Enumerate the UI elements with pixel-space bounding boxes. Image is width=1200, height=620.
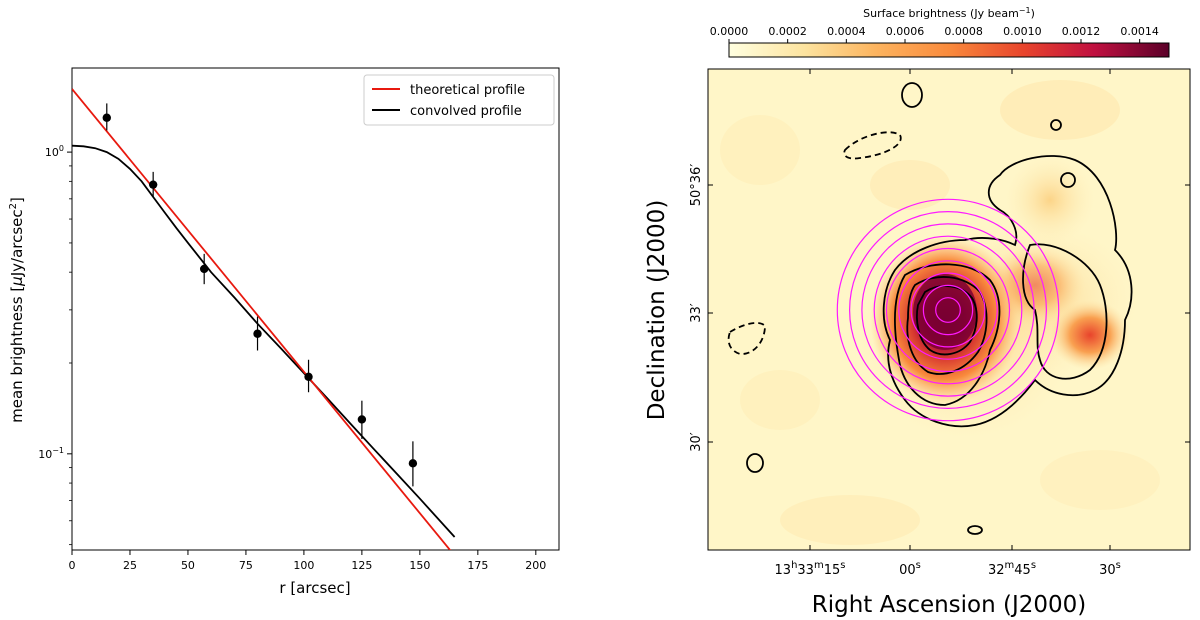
annulus-ring	[861, 223, 1035, 397]
profile-legend: theoretical profile convolved profile	[363, 74, 555, 126]
ra-tick-4: 30s	[1099, 560, 1121, 578]
colorbar-tick-label: 0.0000	[710, 25, 749, 38]
annulus-ring	[898, 260, 998, 360]
profile-points	[102, 103, 418, 487]
map-image	[720, 80, 1160, 545]
x-tick-label: 125	[351, 559, 372, 572]
ra-tick-3: 32m45s	[988, 560, 1036, 578]
colorbar-ticks: 0.0000 0.0002 0.0004 0.0006 0.0008 0.0010 0.00…	[710, 25, 1159, 43]
colorbar-tick-label: 0.0010	[1003, 25, 1042, 38]
map-y-label: Declination (J2000)	[644, 200, 670, 421]
profile-axis-ticks: 0 25 50 75 100 125 150 175 200 10−1 100	[38, 144, 546, 572]
annulus-ring	[873, 235, 1023, 385]
y-tick-label: 10−1	[38, 446, 64, 461]
contour-small-ne	[1060, 172, 1076, 188]
radio-map: 0.0000 0.0002 0.0004 0.0006 0.0008 0.0010 0.00…	[644, 6, 1191, 618]
annulus-ring	[848, 211, 1047, 410]
contour-negative-2	[727, 321, 766, 355]
x-tick-label: 25	[123, 559, 137, 572]
legend-label-convolved: convolved profile	[410, 104, 522, 119]
colorbar-tick-label: 0.0006	[886, 25, 925, 38]
data-point	[102, 113, 111, 122]
annulus-ring	[836, 198, 1060, 422]
contour-negative-1	[843, 131, 902, 160]
contour-inner	[906, 276, 988, 375]
data-point	[304, 372, 313, 382]
data-point	[199, 264, 209, 274]
colorbar-tick-label: 0.0008	[944, 25, 983, 38]
contour-small-sw	[746, 453, 764, 473]
ra-tick-2: 00s	[899, 560, 921, 578]
annulus-ring	[922, 284, 974, 336]
profile-x-label: r [arcsec]	[279, 579, 350, 597]
profile-plot-frame	[71, 67, 560, 551]
series-line	[72, 88, 452, 550]
x-tick-label: 75	[239, 559, 253, 572]
y-tick-label: 100	[45, 144, 64, 159]
map-frame	[707, 68, 1191, 551]
x-tick-label: 50	[181, 559, 195, 572]
profile-y-label: mean brightness [μJy/arcsec2]	[8, 197, 26, 423]
annulus-ring	[885, 247, 1011, 373]
ra-tick-1: 13h33m15s	[775, 560, 846, 578]
colorbar-label: Surface brightness (Jy beam−1)	[863, 6, 1035, 20]
dec-tick-2: 33′	[689, 303, 704, 323]
dec-tick-1: 50°36′	[689, 164, 704, 207]
annulus-ring	[910, 272, 986, 348]
colorbar	[728, 42, 1170, 58]
annulus-ring	[935, 297, 961, 323]
colorbar-tick-label: 0.0014	[1120, 25, 1159, 38]
legend-box	[363, 74, 555, 126]
data-point	[148, 180, 158, 189]
annuli	[836, 198, 1060, 422]
data-point	[357, 415, 367, 424]
ra-tick-marks	[708, 69, 1190, 550]
x-tick-label: 150	[409, 559, 430, 572]
contour-small-north	[901, 82, 923, 108]
dec-tick-3: 30′	[689, 432, 704, 452]
colorbar-tick-label: 0.0004	[827, 25, 866, 38]
colorbar-tick-label: 0.0012	[1062, 25, 1101, 38]
x-tick-label: 200	[525, 559, 546, 572]
x-tick-label: 100	[293, 559, 314, 572]
profile-plot: 0 25 50 75 100 125 150 175 200 10−1 100 theoretica…	[8, 67, 560, 597]
contour-small-ne2	[1050, 119, 1062, 131]
contour-small-south	[967, 525, 983, 535]
x-tick-label: 175	[467, 559, 488, 572]
data-point	[253, 329, 262, 338]
legend-label-theoretical: theoretical profile	[410, 83, 525, 98]
map-x-label: Right Ascension (J2000)	[812, 592, 1087, 618]
colorbar-tick-label: 0.0002	[768, 25, 807, 38]
contour-east-blob	[1022, 243, 1108, 380]
x-tick-label: 0	[69, 559, 76, 572]
data-point	[408, 459, 418, 468]
